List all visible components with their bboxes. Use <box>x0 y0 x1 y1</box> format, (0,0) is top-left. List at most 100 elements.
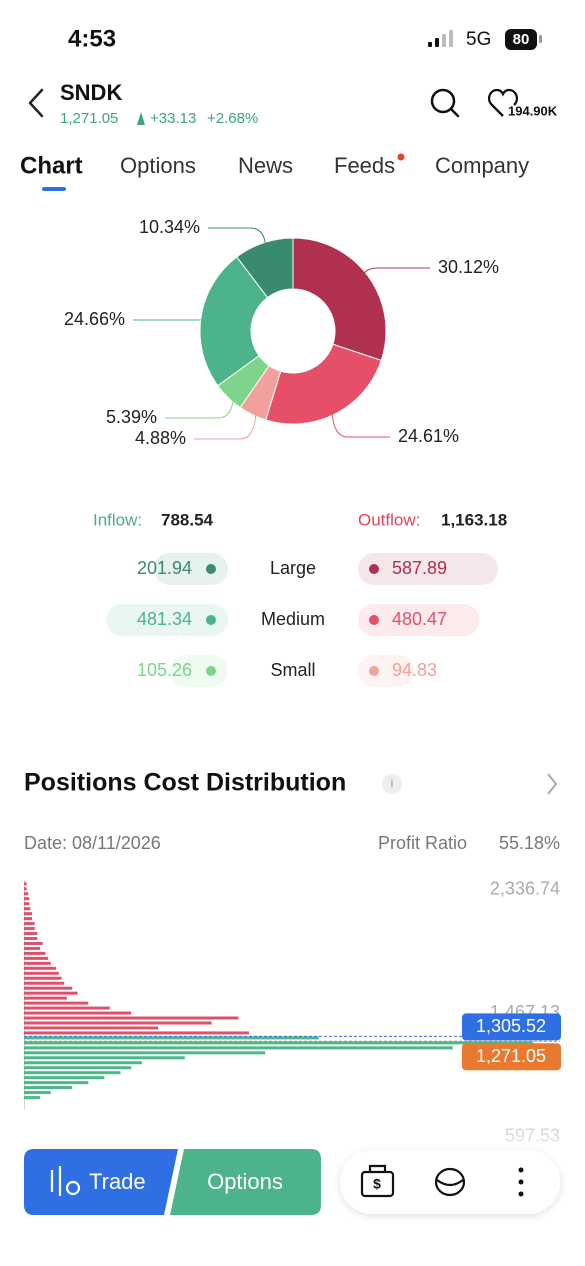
size-label: Medium <box>261 609 325 629</box>
cost-bar <box>24 1031 250 1035</box>
clock: 4:53 <box>68 25 116 52</box>
back-button[interactable] <box>28 88 44 118</box>
cost-bar <box>24 1016 239 1020</box>
inflow-value: 201.94 <box>137 558 192 578</box>
profit-ratio: 55.18% <box>499 833 560 853</box>
symbol: SNDK <box>60 80 122 105</box>
info-button[interactable] <box>382 774 402 794</box>
search-button[interactable] <box>430 88 460 118</box>
wallet-button[interactable] <box>360 1164 395 1198</box>
outflow-value: 480.47 <box>392 609 447 629</box>
leader-line <box>331 406 390 438</box>
price: 1,271.05 <box>60 110 118 127</box>
change: +33.13 <box>150 110 196 127</box>
slice-label: 4.88% <box>135 428 186 448</box>
battery-level: 80 <box>513 31 530 48</box>
cost-bar <box>24 996 67 1000</box>
outflow-pill <box>358 553 498 585</box>
cost-bar <box>24 927 35 931</box>
outflow-dot <box>369 615 379 625</box>
change-pct: +2.68% <box>207 110 258 127</box>
outflow-dot <box>369 666 379 676</box>
cost-bar <box>24 912 33 916</box>
inflow-dot <box>206 615 216 625</box>
inflow-value: 481.34 <box>137 609 192 629</box>
size-label: Small <box>270 660 315 680</box>
inflow-total: 788.54 <box>161 510 214 529</box>
cost-bar <box>24 917 33 921</box>
up-arrow <box>137 112 145 125</box>
cost-bar <box>24 897 30 901</box>
coin-button[interactable] <box>434 1167 466 1197</box>
slice-label: 24.61% <box>398 426 459 446</box>
battery <box>505 29 537 50</box>
follow-button[interactable] <box>487 88 519 117</box>
cost-bar <box>24 922 35 926</box>
cost-bar <box>24 981 65 985</box>
trade-icon <box>50 1166 81 1196</box>
slice-label: 5.39% <box>106 407 157 427</box>
inflow-pill <box>106 604 228 636</box>
leader-line <box>194 407 257 440</box>
donut-chart: 30.12% 24.61% 4.88%5.39% 24.66% 10.34% <box>64 217 499 448</box>
cost-bar <box>24 1081 89 1085</box>
cost-bar <box>24 991 78 995</box>
cost-bar <box>24 892 29 896</box>
bottom-bar: Trade Options $ <box>24 1149 560 1215</box>
trade-label: Trade <box>89 1169 146 1194</box>
cost-bar <box>24 1051 266 1055</box>
leader-line <box>133 318 210 321</box>
cost-bar <box>24 1091 51 1095</box>
leader-line <box>208 227 267 251</box>
tab[interactable]: News <box>238 153 293 178</box>
outflow-value: 587.89 <box>392 558 447 578</box>
cost-bar <box>24 1071 121 1075</box>
battery-tip <box>539 35 542 43</box>
y-tick-label: 2,336.74 <box>490 879 560 899</box>
tab[interactable]: Company <box>435 153 529 178</box>
tab-bar: Chart Options News Feeds Company <box>20 152 529 179</box>
cost-bar <box>24 986 73 990</box>
cost-bar <box>24 1036 319 1040</box>
cost-bar <box>24 882 27 886</box>
tab[interactable]: Feeds <box>334 153 395 178</box>
more-chevron[interactable] <box>547 773 558 795</box>
cost-bar <box>24 1001 89 1005</box>
options-button[interactable] <box>170 1149 321 1215</box>
cost-bar <box>24 932 38 936</box>
tab[interactable]: Options <box>120 153 196 178</box>
profit-ratio-label: Profit Ratio <box>378 833 467 853</box>
price-badge-label: 1,271.05 <box>476 1046 546 1066</box>
cost-bar <box>24 1006 110 1010</box>
trade-button[interactable] <box>24 1149 178 1215</box>
outflow-value: 94.83 <box>392 660 437 680</box>
cost-bar <box>24 971 59 975</box>
cost-bar <box>24 1066 132 1070</box>
slice-label: 10.34% <box>139 217 200 237</box>
outflow-label: Outflow: <box>358 510 420 529</box>
leader-line <box>361 267 430 282</box>
cost-bar <box>24 1086 73 1090</box>
section-title: Positions Cost Distribution <box>24 769 346 797</box>
more-button[interactable] <box>518 1167 524 1197</box>
cost-bar <box>24 937 38 941</box>
slice-label: 30.12% <box>438 257 499 277</box>
inflow-label: Inflow: <box>93 510 142 529</box>
cost-bar <box>24 887 27 891</box>
tab[interactable]: Chart <box>20 152 83 179</box>
followers: 194.90K <box>508 103 558 118</box>
flow-table: 201.94 Large 587.89 481.34 Medium 480.47 105.2… <box>106 553 498 687</box>
options-label: Options <box>207 1169 283 1194</box>
cost-bar <box>24 941 43 945</box>
cost-bar <box>24 1021 212 1025</box>
donut-slice <box>236 237 294 299</box>
cost-bar <box>24 1026 158 1030</box>
wallet-icon: $ <box>373 1176 381 1192</box>
cost-bar <box>24 956 49 960</box>
cost-bar <box>24 907 31 911</box>
price-badge-label: 1,305.52 <box>476 1016 546 1036</box>
cost-bar <box>24 1056 185 1060</box>
inflow-value: 105.26 <box>137 660 192 680</box>
cost-bar <box>24 976 62 980</box>
